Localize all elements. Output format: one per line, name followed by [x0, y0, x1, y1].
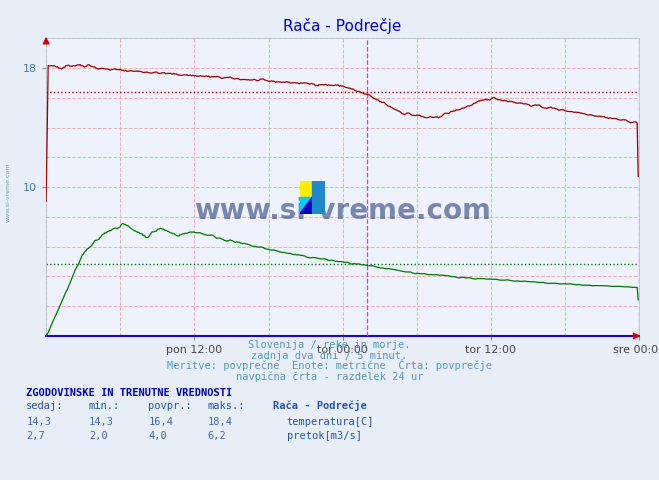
Text: www.si-vreme.com: www.si-vreme.com: [194, 197, 491, 225]
Text: 2,0: 2,0: [89, 431, 107, 441]
Text: sedaj:: sedaj:: [26, 401, 64, 411]
Text: 6,2: 6,2: [208, 431, 226, 441]
Text: 14,3: 14,3: [26, 417, 51, 427]
Text: Rača - Podrečje: Rača - Podrečje: [273, 400, 367, 411]
Bar: [300, 181, 312, 197]
Text: min.:: min.:: [89, 401, 120, 411]
Text: ZGODOVINSKE IN TRENUTNE VREDNOSTI: ZGODOVINSKE IN TRENUTNE VREDNOSTI: [26, 388, 233, 398]
Title: Rača - Podrečje: Rača - Podrečje: [283, 18, 402, 35]
Text: Meritve: povprečne  Enote: metrične  Črta: povprečje: Meritve: povprečne Enote: metrične Črta:…: [167, 359, 492, 371]
Text: 14,3: 14,3: [89, 417, 114, 427]
Text: 18,4: 18,4: [208, 417, 233, 427]
Text: navpična črta - razdelek 24 ur: navpična črta - razdelek 24 ur: [236, 371, 423, 382]
Text: zadnja dva dni / 5 minut.: zadnja dva dni / 5 minut.: [251, 350, 408, 360]
Bar: [312, 181, 325, 214]
Text: 4,0: 4,0: [148, 431, 167, 441]
Text: 16,4: 16,4: [148, 417, 173, 427]
Polygon shape: [300, 197, 312, 214]
Text: maks.:: maks.:: [208, 401, 245, 411]
Text: www.si-vreme.com: www.si-vreme.com: [5, 162, 11, 222]
Text: temperatura[C]: temperatura[C]: [287, 417, 374, 427]
Text: Slovenija / reke in morje.: Slovenija / reke in morje.: [248, 340, 411, 350]
Polygon shape: [300, 197, 312, 214]
Text: 2,7: 2,7: [26, 431, 45, 441]
Text: povpr.:: povpr.:: [148, 401, 192, 411]
Text: pretok[m3/s]: pretok[m3/s]: [287, 431, 362, 441]
